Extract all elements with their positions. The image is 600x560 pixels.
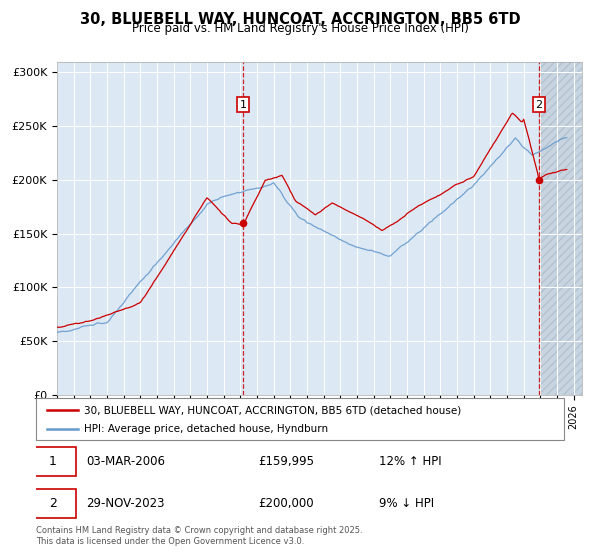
Text: HPI: Average price, detached house, Hyndburn: HPI: Average price, detached house, Hynd… — [83, 424, 328, 434]
Text: £159,995: £159,995 — [258, 455, 314, 468]
Text: £200,000: £200,000 — [258, 497, 313, 510]
FancyBboxPatch shape — [31, 447, 76, 475]
Text: 1: 1 — [49, 455, 57, 468]
Text: 2: 2 — [535, 100, 542, 110]
Text: 03-MAR-2006: 03-MAR-2006 — [86, 455, 165, 468]
FancyBboxPatch shape — [36, 398, 564, 440]
Text: 30, BLUEBELL WAY, HUNCOAT, ACCRINGTON, BB5 6TD: 30, BLUEBELL WAY, HUNCOAT, ACCRINGTON, B… — [80, 12, 520, 27]
Text: 1: 1 — [239, 100, 247, 110]
Text: Price paid vs. HM Land Registry's House Price Index (HPI): Price paid vs. HM Land Registry's House … — [131, 22, 469, 35]
FancyBboxPatch shape — [31, 489, 76, 518]
Text: 30, BLUEBELL WAY, HUNCOAT, ACCRINGTON, BB5 6TD (detached house): 30, BLUEBELL WAY, HUNCOAT, ACCRINGTON, B… — [83, 405, 461, 415]
Bar — [539, 62, 582, 395]
Text: 2: 2 — [49, 497, 57, 510]
Text: Contains HM Land Registry data © Crown copyright and database right 2025.
This d: Contains HM Land Registry data © Crown c… — [36, 526, 362, 546]
Bar — [539, 62, 582, 395]
Text: 12% ↑ HPI: 12% ↑ HPI — [379, 455, 442, 468]
Text: 9% ↓ HPI: 9% ↓ HPI — [379, 497, 434, 510]
Text: 29-NOV-2023: 29-NOV-2023 — [86, 497, 164, 510]
